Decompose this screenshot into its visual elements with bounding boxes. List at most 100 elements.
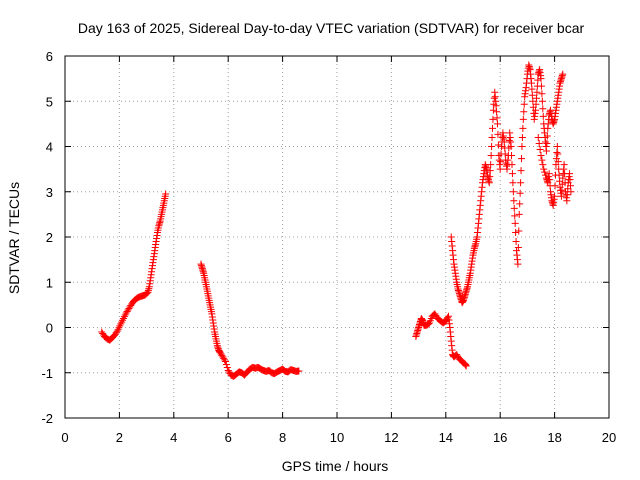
y-tick-label: 0	[46, 321, 53, 336]
data-point	[486, 167, 494, 175]
data-point	[221, 356, 229, 364]
data-point	[497, 158, 505, 166]
data-point	[558, 186, 566, 194]
data-point	[125, 304, 133, 312]
data-point	[518, 143, 526, 150]
data-point	[543, 139, 551, 147]
data-points	[98, 61, 575, 380]
data-point	[538, 156, 546, 164]
data-point	[563, 191, 571, 199]
data-point	[514, 244, 522, 252]
y-tick-label: 4	[46, 140, 53, 155]
data-point	[533, 88, 541, 96]
data-point	[512, 238, 520, 246]
data-point	[117, 320, 125, 328]
data-point	[517, 179, 525, 187]
data-point	[98, 328, 106, 336]
data-point	[496, 165, 504, 173]
data-point	[508, 152, 516, 160]
x-axis-label: GPS time / hours	[282, 458, 389, 474]
data-series	[447, 61, 567, 307]
x-tick-label: 10	[330, 430, 344, 445]
data-point	[559, 70, 567, 78]
data-point	[509, 188, 517, 196]
data-point	[535, 139, 543, 147]
y-tick-label: 5	[46, 94, 53, 109]
x-tick-label: 16	[493, 430, 507, 445]
data-point	[529, 97, 537, 105]
data-point	[553, 149, 561, 157]
data-point	[553, 143, 561, 150]
x-tick-label: 18	[547, 430, 561, 445]
data-point	[487, 152, 495, 160]
data-point	[425, 320, 433, 328]
x-tick-label: 4	[170, 430, 177, 445]
data-point	[514, 260, 522, 268]
x-tick-label: 0	[61, 430, 68, 445]
data-point	[489, 115, 497, 123]
data-point	[123, 308, 131, 316]
data-point	[518, 133, 526, 141]
y-axis-label: SDTVAR / TECUs	[6, 182, 22, 294]
y-tick-label: 2	[46, 230, 53, 245]
data-point	[508, 170, 516, 178]
data-point	[121, 311, 129, 319]
data-point	[552, 155, 560, 163]
data-point	[119, 316, 127, 324]
data-point	[566, 170, 574, 178]
data-point	[539, 112, 547, 120]
data-point	[515, 210, 523, 218]
data-series	[534, 133, 575, 209]
y-tick-labels: -2 -1 0 1 2 3 4 5 6	[41, 49, 53, 426]
data-point	[563, 197, 571, 205]
y-tick-label: 6	[46, 49, 53, 64]
data-point	[536, 146, 544, 154]
x-tick-label: 20	[602, 430, 616, 445]
data-point	[487, 161, 495, 169]
x-tick-label: 2	[116, 430, 123, 445]
chart-title: Day 163 of 2025, Sidereal Day-to-day VTE…	[78, 20, 585, 36]
data-point	[492, 102, 500, 110]
data-point	[488, 133, 496, 141]
data-point	[509, 179, 517, 187]
data-series	[412, 310, 470, 370]
x-tick-labels: 0 2 4 6 8 10 12 14 16 18 20	[61, 430, 616, 445]
data-point	[220, 354, 228, 362]
data-point	[510, 197, 518, 205]
grid	[65, 56, 609, 418]
data-point	[538, 97, 546, 105]
data-point	[224, 366, 232, 374]
data-point	[532, 100, 540, 108]
data-point	[126, 303, 134, 311]
data-point	[528, 91, 536, 99]
data-point	[534, 76, 542, 84]
data-point	[119, 314, 127, 322]
data-point	[501, 150, 509, 158]
data-point	[555, 171, 563, 179]
data-point	[516, 200, 524, 208]
data-point	[560, 161, 568, 169]
data-series	[197, 260, 303, 380]
data-point	[557, 192, 565, 200]
data-point	[545, 170, 553, 178]
data-point	[527, 79, 535, 87]
data-point	[534, 133, 542, 141]
data-point	[462, 362, 470, 370]
data-point	[516, 189, 524, 197]
data-point	[142, 290, 150, 298]
data-point	[512, 228, 520, 236]
data-point	[486, 173, 494, 181]
data-point	[515, 227, 523, 235]
data-point	[424, 320, 432, 328]
x-tick-label: 12	[384, 430, 398, 445]
data-point	[432, 311, 440, 319]
y-tick-label: -2	[41, 411, 53, 426]
data-point	[493, 120, 501, 128]
data-point	[567, 188, 575, 196]
data-point	[494, 141, 502, 149]
data-point	[538, 90, 546, 98]
data-point	[494, 130, 502, 138]
data-point	[542, 171, 550, 179]
data-point	[532, 94, 540, 102]
data-point	[219, 353, 227, 361]
